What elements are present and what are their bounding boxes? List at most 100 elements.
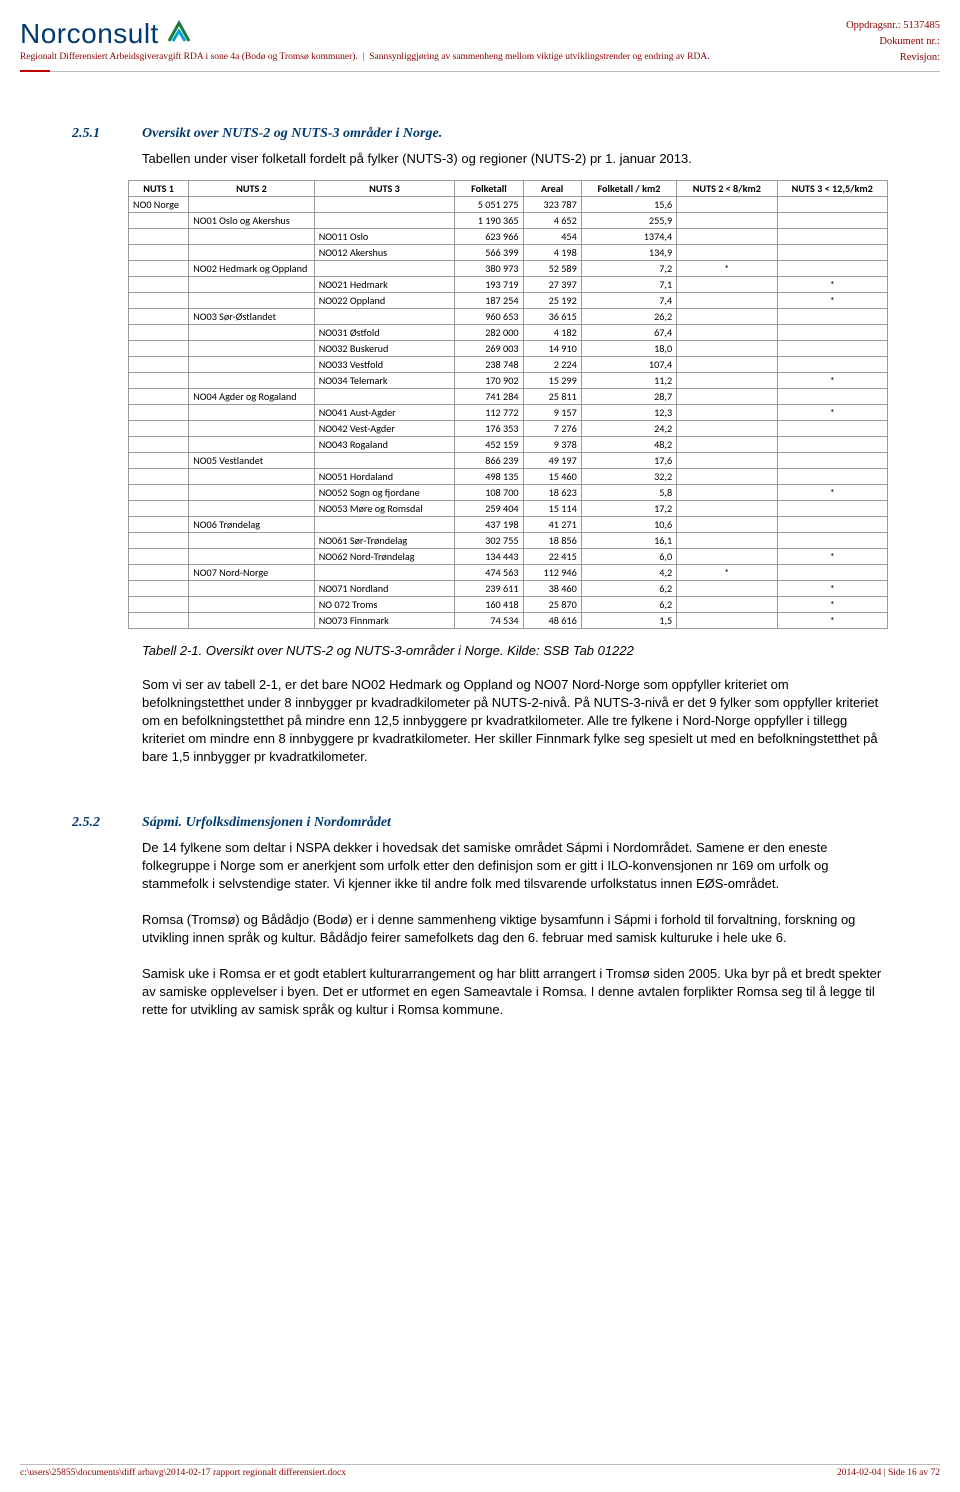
th-nuts3-lt125: NUTS 3 < 12,5/km2 (777, 180, 887, 196)
table-cell (189, 580, 314, 596)
oppdragsnr: Oppdragsnr.: 5137485 (846, 18, 940, 34)
table-cell: 7,1 (581, 276, 676, 292)
table-cell: 259 404 (455, 500, 523, 516)
table-cell: NO02 Hedmark og Oppland (189, 260, 314, 276)
table-cell (677, 404, 777, 420)
table-cell: 623 966 (455, 228, 523, 244)
table-row: NO02 Hedmark og Oppland380 97352 5897,2* (129, 260, 888, 276)
table-cell: * (777, 292, 887, 308)
table-cell: 282 000 (455, 324, 523, 340)
th-nuts2-lt8: NUTS 2 < 8/km2 (677, 180, 777, 196)
table-cell: NO051 Hordaland (314, 468, 455, 484)
table-cell: 74 534 (455, 612, 523, 628)
table-cell (777, 260, 887, 276)
table-cell (677, 308, 777, 324)
table-cell (189, 372, 314, 388)
table-cell: 454 (523, 228, 581, 244)
table-cell: NO06 Trøndelag (189, 516, 314, 532)
nuts-table: NUTS 1 NUTS 2 NUTS 3 Folketall Areal Fol… (128, 180, 888, 629)
table-cell: 17,6 (581, 452, 676, 468)
table-cell (677, 340, 777, 356)
table-cell (189, 196, 314, 212)
table-cell (129, 500, 189, 516)
table-cell (777, 340, 887, 356)
table-cell (189, 612, 314, 628)
table-cell: 41 271 (523, 516, 581, 532)
table-row: NO031 Østfold282 0004 18267,4 (129, 324, 888, 340)
table-cell: 4 182 (523, 324, 581, 340)
table-cell (777, 212, 887, 228)
table-row: NO04 Agder og Rogaland741 28425 81128,7 (129, 388, 888, 404)
table-cell: * (777, 372, 887, 388)
table-cell (189, 324, 314, 340)
table-cell (677, 372, 777, 388)
table-cell (677, 532, 777, 548)
paragraph-sapmi-2: Romsa (Tromsø) og Bådådjo (Bodø) er i de… (142, 911, 888, 947)
table-cell: 302 755 (455, 532, 523, 548)
table-cell (189, 276, 314, 292)
table-cell (777, 436, 887, 452)
table-cell: 18 856 (523, 532, 581, 548)
table-cell: 12,3 (581, 404, 676, 420)
table-cell (677, 244, 777, 260)
table-cell: 380 973 (455, 260, 523, 276)
table-row: NO034 Telemark170 90215 29911,2* (129, 372, 888, 388)
section-number: 2.5.1 (72, 126, 142, 142)
table-cell: NO 072 Troms (314, 596, 455, 612)
table-cell: 269 003 (455, 340, 523, 356)
table-cell: 5,8 (581, 484, 676, 500)
table-cell (677, 228, 777, 244)
table-cell (129, 212, 189, 228)
table-cell: 15 114 (523, 500, 581, 516)
table-cell (777, 228, 887, 244)
table-cell: NO034 Telemark (314, 372, 455, 388)
table-cell (129, 372, 189, 388)
table-cell: 9 157 (523, 404, 581, 420)
table-cell: 108 700 (455, 484, 523, 500)
table-cell: 255,9 (581, 212, 676, 228)
table-cell: NO032 Buskerud (314, 340, 455, 356)
table-cell: 1,5 (581, 612, 676, 628)
table-cell: NO033 Vestfold (314, 356, 455, 372)
table-cell: 10,6 (581, 516, 676, 532)
table-cell (677, 484, 777, 500)
table-cell: 25 870 (523, 596, 581, 612)
table-cell: 238 748 (455, 356, 523, 372)
table-cell: 28,7 (581, 388, 676, 404)
table-cell (129, 228, 189, 244)
table-cell (777, 324, 887, 340)
table-cell (129, 388, 189, 404)
table-cell (677, 388, 777, 404)
table-cell: * (777, 580, 887, 596)
revisjon: Revisjon: (846, 50, 940, 66)
table-cell: 6,0 (581, 548, 676, 564)
table-cell (677, 356, 777, 372)
table-cell: NO041 Aust-Agder (314, 404, 455, 420)
table-cell (129, 404, 189, 420)
table-cell: 134 443 (455, 548, 523, 564)
table-cell (677, 548, 777, 564)
table-row: NO06 Trøndelag437 19841 27110,6 (129, 516, 888, 532)
paragraph-sapmi-3: Samisk uke i Romsa er et godt etablert k… (142, 965, 888, 1019)
table-row: NO051 Hordaland498 13515 46032,2 (129, 468, 888, 484)
table-cell: NO042 Vest-Agder (314, 420, 455, 436)
header-subtitle: Regionalt Differensiert Arbeidsgiveravgi… (20, 52, 710, 62)
table-cell (677, 596, 777, 612)
table-cell: NO043 Rogaland (314, 436, 455, 452)
table-row: NO073 Finnmark74 53448 6161,5* (129, 612, 888, 628)
table-cell (189, 292, 314, 308)
table-cell: NO061 Sør-Trøndelag (314, 532, 455, 548)
table-cell (677, 212, 777, 228)
table-row: NO061 Sør-Trøndelag302 75518 85616,1 (129, 532, 888, 548)
table-cell (189, 548, 314, 564)
table-cell: 4 652 (523, 212, 581, 228)
table-cell (189, 500, 314, 516)
table-cell (129, 516, 189, 532)
footer-path: c:\users\25855\documents\diff arbavg\201… (20, 1468, 346, 1478)
table-cell (129, 612, 189, 628)
table-cell (314, 196, 455, 212)
table-row: NO041 Aust-Agder112 7729 15712,3* (129, 404, 888, 420)
table-cell (314, 516, 455, 532)
table-cell: 1 190 365 (455, 212, 523, 228)
table-cell: 38 460 (523, 580, 581, 596)
